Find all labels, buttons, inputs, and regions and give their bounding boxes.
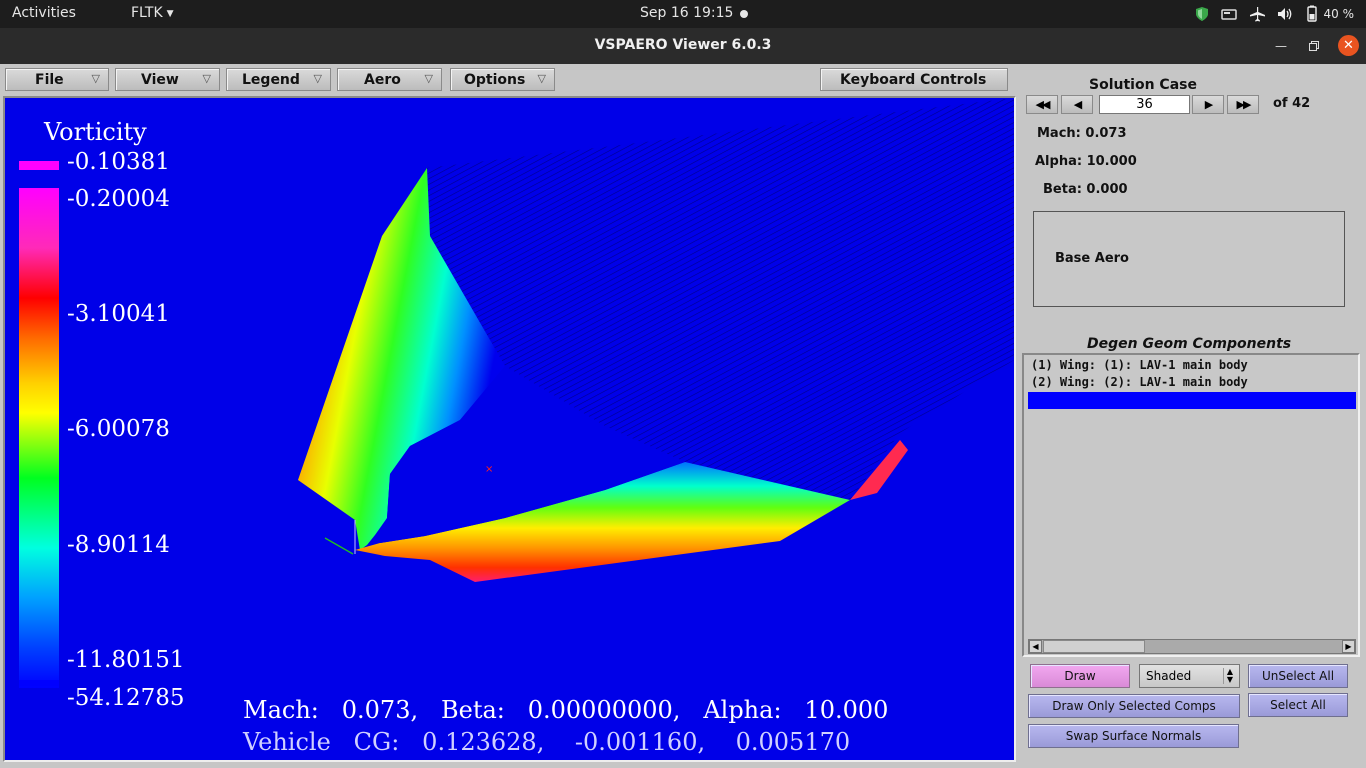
airplane-mode-icon [1249, 7, 1265, 22]
axis-x-line [324, 537, 354, 555]
dropdown-triangle-icon: ▽ [91, 72, 100, 85]
view-menu-label: View [141, 72, 179, 88]
dropdown-triangle-icon: ▽ [313, 72, 322, 85]
legend-menu-label: Legend [242, 72, 300, 88]
legend-label-3: -6.00078 [67, 416, 170, 442]
minimize-icon: — [1275, 39, 1287, 53]
prev-case-button[interactable]: ◀ [1061, 95, 1093, 114]
degen-geom-title: Degen Geom Components [1087, 336, 1292, 352]
draw-only-selected-button[interactable]: Draw Only Selected Comps [1028, 694, 1240, 718]
step-forward-icon: ▶ [1204, 98, 1214, 111]
window-title-bar[interactable]: VSPAERO Viewer 6.0.3 — ✕ [0, 28, 1366, 64]
draw-button[interactable]: Draw [1030, 664, 1130, 688]
scroll-left-icon[interactable]: ◀ [1029, 640, 1042, 653]
keyboard-controls-button[interactable]: Keyboard Controls [820, 68, 1008, 91]
case-count: of 42 [1273, 96, 1311, 111]
aero-menu-label: Aero [364, 72, 401, 88]
drive-icon [1220, 9, 1237, 20]
leading-edge-vorticity-band [298, 168, 505, 550]
3d-viewport[interactable]: × Vorticity -0.10381 -0.20004 -3.10041 -… [3, 96, 1016, 762]
legend-bottom-value: -54.12785 [67, 685, 185, 711]
spinner-icon: ▲ ▼ [1223, 668, 1236, 684]
app-client-area: File ▽ View ▽ Legend ▽ Aero ▽ Options ▽ Keybo… [0, 64, 1366, 768]
dropdown-triangle-icon: ▽ [537, 72, 546, 85]
legend-color-bar [19, 188, 59, 688]
close-icon: ✕ [1343, 38, 1354, 53]
file-menu[interactable]: File ▽ [5, 68, 109, 91]
window-title: VSPAERO Viewer 6.0.3 [594, 37, 772, 53]
legend-top-value: -0.10381 [67, 149, 170, 175]
first-case-button[interactable]: ◀◀ [1026, 95, 1058, 114]
close-button[interactable]: ✕ [1338, 35, 1359, 56]
wingtip-vorticity [850, 440, 908, 500]
clock[interactable]: Sep 16 19:15 [640, 5, 734, 21]
activities-button[interactable]: Activities [12, 5, 76, 21]
notification-dot-icon [740, 10, 748, 18]
scroll-right-icon[interactable]: ▶ [1342, 640, 1355, 653]
app-menu-label: FLTK [131, 5, 163, 21]
options-menu[interactable]: Options ▽ [450, 68, 555, 91]
legend-bottom-swatch [19, 680, 59, 686]
solution-case-title: Solution Case [1089, 77, 1197, 93]
vorticity-render: × Vorticity -0.10381 -0.20004 -3.10041 -… [19, 98, 1014, 756]
aero-menu[interactable]: Aero ▽ [337, 68, 442, 91]
list-item[interactable]: (1) Wing: (1): LAV-1 main body [1031, 358, 1248, 372]
legend-top-swatch [19, 161, 59, 170]
mach-value: Mach: 0.073 [1037, 126, 1127, 141]
wing-surface-mesh [427, 98, 1014, 500]
system-top-bar: Activities FLTK ▼ Sep 16 19:15 40 % [0, 0, 1366, 28]
legend-label-4: -8.90114 [67, 532, 170, 558]
step-back-icon: ◀ [1073, 98, 1083, 111]
horizontal-scrollbar[interactable]: ◀ ▶ [1028, 639, 1356, 654]
skip-forward-icon: ▶▶ [1236, 98, 1252, 111]
legend-label-1: -0.20004 [67, 186, 170, 212]
cg-marker: × [485, 464, 493, 475]
select-all-button[interactable]: Select All [1248, 693, 1348, 717]
legend-label-2: -3.10041 [67, 301, 170, 327]
system-tray[interactable]: 40 % [1194, 4, 1355, 24]
legend-menu[interactable]: Legend ▽ [226, 68, 331, 91]
swap-normals-button[interactable]: Swap Surface Normals [1028, 724, 1239, 748]
shading-select-value: Shaded [1146, 669, 1192, 683]
volume-icon [1277, 8, 1291, 20]
options-menu-label: Options [464, 72, 526, 88]
list-item[interactable]: (2) Wing: (2): LAV-1 main body [1031, 375, 1248, 389]
app-menu[interactable]: FLTK ▼ [131, 5, 174, 21]
last-case-button[interactable]: ▶▶ [1227, 95, 1259, 114]
low-vorticity-core [380, 366, 685, 543]
caret-down-icon: ▼ [166, 9, 174, 19]
view-menu[interactable]: View ▽ [115, 68, 220, 91]
component-list[interactable]: (1) Wing: (1): LAV-1 main body (2) Wing:… [1022, 353, 1360, 657]
shield-icon [1195, 7, 1208, 21]
case-type-box: Base Aero [1033, 211, 1345, 307]
flow-conditions-overlay: Mach: 0.073, Beta: 0.00000000, Alpha: 10… [243, 696, 888, 724]
restore-icon [1309, 41, 1319, 51]
battery-icon [1306, 5, 1317, 22]
battery-percent: 40 % [1323, 7, 1355, 21]
minimize-button[interactable]: — [1271, 36, 1291, 56]
unselect-all-button[interactable]: UnSelect All [1248, 664, 1348, 688]
skip-back-icon: ◀◀ [1035, 98, 1051, 111]
trailing-edge-vorticity-band [355, 462, 850, 582]
file-menu-label: File [35, 72, 64, 88]
next-case-button[interactable]: ▶ [1192, 95, 1224, 114]
scrollbar-thumb[interactable] [1043, 640, 1145, 653]
selected-list-row[interactable] [1028, 392, 1356, 409]
vehicle-cg-overlay: Vehicle CG: 0.123628, -0.001160, 0.00517… [242, 728, 850, 756]
dropdown-triangle-icon: ▽ [424, 72, 433, 85]
keyboard-controls-label: Keyboard Controls [840, 72, 987, 88]
maximize-button[interactable] [1304, 36, 1324, 56]
legend-label-5: -11.80151 [67, 647, 185, 673]
case-number-input[interactable]: 36 [1099, 95, 1190, 114]
alpha-value: Alpha: 10.000 [1035, 154, 1137, 169]
beta-value: Beta: 0.000 [1043, 182, 1128, 197]
case-type-label: Base Aero [1055, 251, 1129, 266]
shading-select[interactable]: Shaded ▲ ▼ [1139, 664, 1240, 688]
legend-title: Vorticity [43, 118, 147, 146]
dropdown-triangle-icon: ▽ [202, 72, 211, 85]
